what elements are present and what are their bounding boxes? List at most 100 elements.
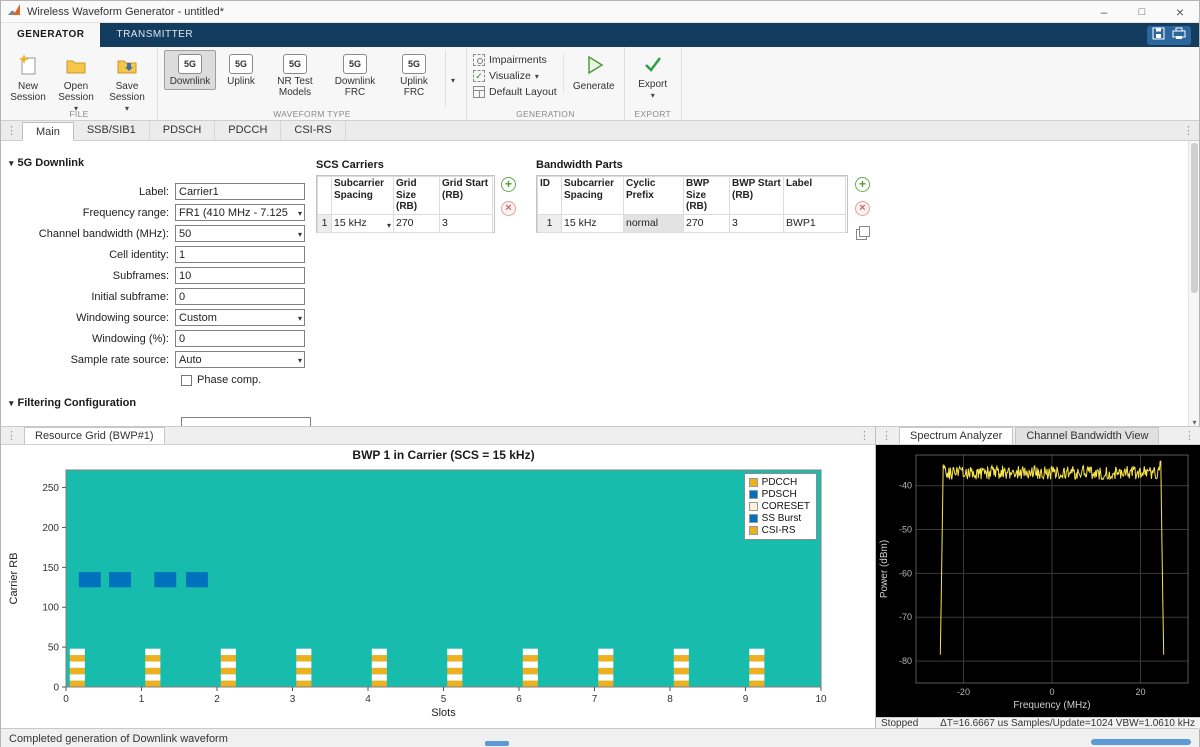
scrollbar-thumb[interactable] [1191, 143, 1198, 293]
chevron-down-icon [298, 228, 302, 240]
add-row-icon[interactable] [501, 177, 516, 192]
visualize-icon [473, 70, 485, 82]
copy-row-icon[interactable] [856, 226, 870, 240]
legend-item: CORESET [748, 501, 810, 512]
bwp-header-size: BWP Size (RB) [683, 176, 730, 215]
5g-badge-icon: 5G [402, 54, 426, 74]
pdsch-swatch-icon [748, 490, 758, 499]
initial-subframe-input[interactable] [175, 288, 305, 305]
bwp-label-cell[interactable]: BWP1 [783, 213, 846, 233]
save-quick-icon[interactable] [1152, 27, 1165, 45]
tab-transmitter[interactable]: TRANSMITTER [116, 29, 194, 40]
scrollbar-down-arrow[interactable] [1189, 412, 1199, 424]
windowing-source-select[interactable]: Custom [175, 309, 305, 326]
svg-text:-50: -50 [899, 525, 912, 535]
generate-button[interactable]: Generate [570, 50, 618, 95]
legend-item: CSI-RS [748, 525, 810, 536]
cell-identity-input[interactable] [175, 246, 305, 263]
waveform-nr-test-models-button[interactable]: 5G NR Test Models [266, 50, 324, 101]
waveform-uplink-button[interactable]: 5G Uplink [219, 50, 263, 90]
minimize-icon[interactable] [1085, 1, 1123, 22]
sample-rate-source-label: Sample rate source: [70, 353, 169, 366]
channel-bandwidth-label: Channel bandwidth (MHz): [38, 227, 169, 240]
frequency-range-select[interactable]: FR1 (410 MHz - 7.125 GHz) [175, 204, 305, 221]
waveform-gallery-dropdown[interactable] [445, 50, 460, 107]
svg-text:6: 6 [516, 694, 522, 705]
section-5g-downlink[interactable]: 5G Downlink [9, 157, 85, 169]
ribbon-filler [682, 47, 1199, 120]
open-session-button[interactable]: Open Session [52, 50, 100, 117]
scs-spacing-cell[interactable]: 15 kHz [331, 213, 394, 233]
tab-pdcch[interactable]: PDCCH [215, 121, 282, 140]
tab-generator[interactable]: GENERATOR [1, 23, 101, 47]
kebab-menu-icon[interactable] [1, 429, 22, 442]
tab-resource-grid[interactable]: Resource Grid (BWP#1) [24, 427, 165, 444]
channel-bandwidth-select[interactable]: 50 [175, 225, 305, 242]
kebab-menu-icon[interactable] [876, 429, 897, 442]
generate-play-icon [583, 54, 605, 79]
scs-header-grid-start: Grid Start (RB) [439, 176, 493, 215]
maximize-icon[interactable] [1123, 1, 1161, 22]
impairments-button[interactable]: Impairments [473, 54, 557, 66]
horizontal-scrollbar-thumb[interactable] [485, 741, 509, 746]
add-row-icon[interactable] [855, 177, 870, 192]
tab-main[interactable]: Main [22, 122, 74, 141]
phase-comp-checkbox[interactable] [181, 374, 192, 386]
tab-csi-rs[interactable]: CSI-RS [281, 121, 346, 140]
filter-input-partial[interactable] [181, 417, 311, 426]
legend-item: PDSCH [748, 489, 810, 500]
chevron-down-icon [651, 90, 655, 101]
scs-rownum-header [317, 176, 332, 215]
label-input[interactable] [175, 183, 305, 200]
tab-channel-bandwidth-view[interactable]: Channel Bandwidth View [1015, 427, 1160, 444]
matlab-logo-icon [7, 3, 21, 21]
subframes-input[interactable] [175, 267, 305, 284]
print-quick-icon[interactable] [1172, 27, 1186, 45]
chevron-down-icon [387, 219, 391, 231]
bwp-prefix-cell: normal [623, 213, 684, 233]
bwp-spacing-cell[interactable]: 15 kHz [561, 213, 624, 233]
config-scrollbar[interactable] [1188, 141, 1199, 426]
save-session-label: Save Session [109, 81, 145, 103]
field-windowing-percent: Windowing (%): [1, 328, 331, 349]
resource-grid-panel: Resource Grid (BWP#1) BWP 1 in Carrier (… [1, 427, 876, 728]
waveform-downlink-button[interactable]: 5G Downlink [164, 50, 216, 90]
ribbon: New Session Open Session Save Session FI… [1, 47, 1199, 121]
bwp-start-cell[interactable]: 3 [729, 213, 784, 233]
scs-grid-size-cell[interactable]: 270 [393, 213, 440, 233]
bwp-size-cell[interactable]: 270 [683, 213, 730, 233]
kebab-menu-icon[interactable] [854, 429, 875, 442]
save-session-button[interactable]: Save Session [103, 50, 151, 117]
default-layout-button[interactable]: Default Layout [473, 86, 557, 98]
kebab-menu-icon[interactable] [1, 124, 22, 137]
new-session-button[interactable]: New Session [7, 50, 49, 106]
waveform-downlink-frc-button[interactable]: 5G Downlink FRC [327, 50, 383, 101]
waveform-downlink-frc-label: Downlink FRC [334, 76, 376, 98]
sample-rate-source-select[interactable]: Auto [175, 351, 305, 368]
visualize-button[interactable]: Visualize [473, 70, 557, 82]
windowing-percent-input[interactable] [175, 330, 305, 347]
kebab-menu-icon[interactable] [1179, 429, 1200, 442]
kebab-menu-icon[interactable] [1178, 124, 1199, 137]
horizontal-scrollbar-thumb[interactable] [1091, 739, 1191, 745]
sample-rate-source-value: Auto [179, 353, 202, 366]
5g-badge-icon: 5G [229, 54, 253, 74]
5g-badge-icon: 5G [283, 54, 307, 74]
waveform-uplink-frc-button[interactable]: 5G Uplink FRC [386, 50, 442, 101]
close-icon[interactable] [1161, 1, 1199, 22]
scs-grid-start-cell[interactable]: 3 [439, 213, 493, 233]
impairments-icon [473, 54, 485, 66]
export-button[interactable]: Export [631, 50, 675, 104]
phase-comp-label: Phase comp. [197, 374, 262, 386]
delete-row-icon[interactable] [501, 201, 516, 216]
section-filtering-configuration[interactable]: Filtering Configuration [9, 397, 137, 409]
svg-text:-40: -40 [899, 481, 912, 491]
delete-row-icon[interactable] [855, 201, 870, 216]
tab-pdsch[interactable]: PDSCH [150, 121, 216, 140]
chevron-down-icon [74, 103, 78, 114]
resource-grid-chart: BWP 1 in Carrier (SCS = 15 kHz)050100150… [8, 448, 827, 719]
tab-ssb-sib1[interactable]: SSB/SIB1 [74, 121, 150, 140]
scs-row-number: 1 [317, 213, 332, 233]
tab-spectrum-analyzer[interactable]: Spectrum Analyzer [899, 427, 1014, 444]
